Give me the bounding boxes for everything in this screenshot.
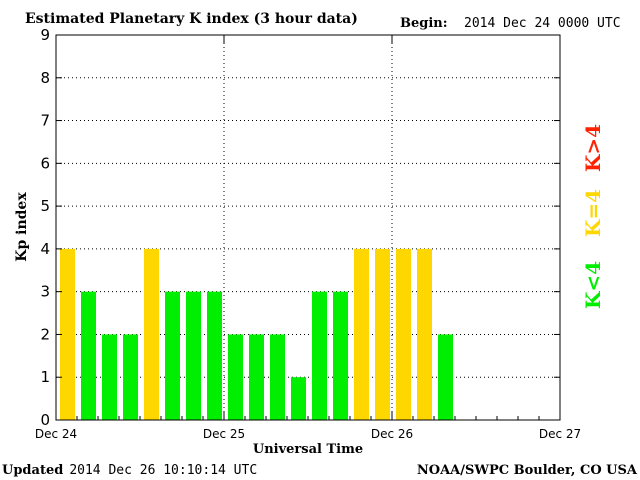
y-tick-label: 9	[40, 26, 50, 44]
y-tick-label: 2	[40, 325, 50, 343]
y-tick-label: 4	[40, 240, 50, 258]
x-tick-label: Dec 24	[35, 427, 77, 441]
legend-item: K=4	[581, 189, 605, 237]
kp-bar	[186, 291, 201, 420]
y-ticks: 0 1 2 3 4 5 6 7 8 9	[40, 26, 560, 429]
legend: K<4 K=4 K>4	[581, 124, 605, 309]
x-tick-label: Dec 25	[203, 427, 245, 441]
grid-lines	[56, 35, 560, 420]
updated-label: Updated	[2, 463, 63, 478]
kp-bar	[60, 248, 75, 420]
y-axis-label: Kp index	[14, 192, 30, 262]
y-tick-label: 8	[40, 69, 50, 87]
begin-value: 2014 Dec 24 0000 UTC	[464, 16, 621, 31]
y-tick-label: 3	[40, 283, 50, 301]
kp-bar	[249, 334, 264, 420]
begin-label: Begin:	[400, 16, 448, 31]
y-tick-label: 6	[40, 154, 50, 172]
kp-bar	[354, 248, 369, 420]
x-ticks: Dec 24 Dec 25 Dec 26 Dec 27	[35, 35, 581, 441]
kp-bar	[333, 291, 348, 420]
kp-bar	[165, 291, 180, 420]
updated-value: 2014 Dec 26 10:10:14 UTC	[69, 463, 257, 478]
kp-bar	[291, 377, 306, 420]
updated-line: Updated 2014 Dec 26 10:10:14 UTC	[2, 463, 257, 478]
kp-bar	[270, 334, 285, 420]
kp-bar	[438, 334, 453, 420]
legend-item: K<4	[581, 261, 605, 309]
x-tick-label: Dec 27	[539, 427, 581, 441]
y-tick-label: 5	[40, 197, 50, 215]
legend-item: K>4	[581, 124, 605, 172]
kp-bar	[375, 248, 390, 420]
y-tick-label: 7	[40, 112, 50, 130]
kp-bar	[396, 248, 411, 420]
kp-bar	[228, 334, 243, 420]
y-tick-label: 0	[40, 411, 50, 429]
kp-bar	[144, 248, 159, 420]
kp-bar	[123, 334, 138, 420]
kp-bar	[207, 291, 222, 420]
bars-group	[60, 248, 453, 420]
kp-bar	[312, 291, 327, 420]
kp-bar	[417, 248, 432, 420]
chart-title: Estimated Planetary K index (3 hour data…	[25, 11, 358, 27]
credit-text: NOAA/SWPC Boulder, CO USA	[417, 463, 638, 478]
x-tick-label: Dec 26	[371, 427, 413, 441]
kp-bar	[81, 291, 96, 420]
kp-bar	[102, 334, 117, 420]
x-axis-label: Universal Time	[253, 442, 363, 457]
y-tick-label: 1	[40, 368, 50, 386]
